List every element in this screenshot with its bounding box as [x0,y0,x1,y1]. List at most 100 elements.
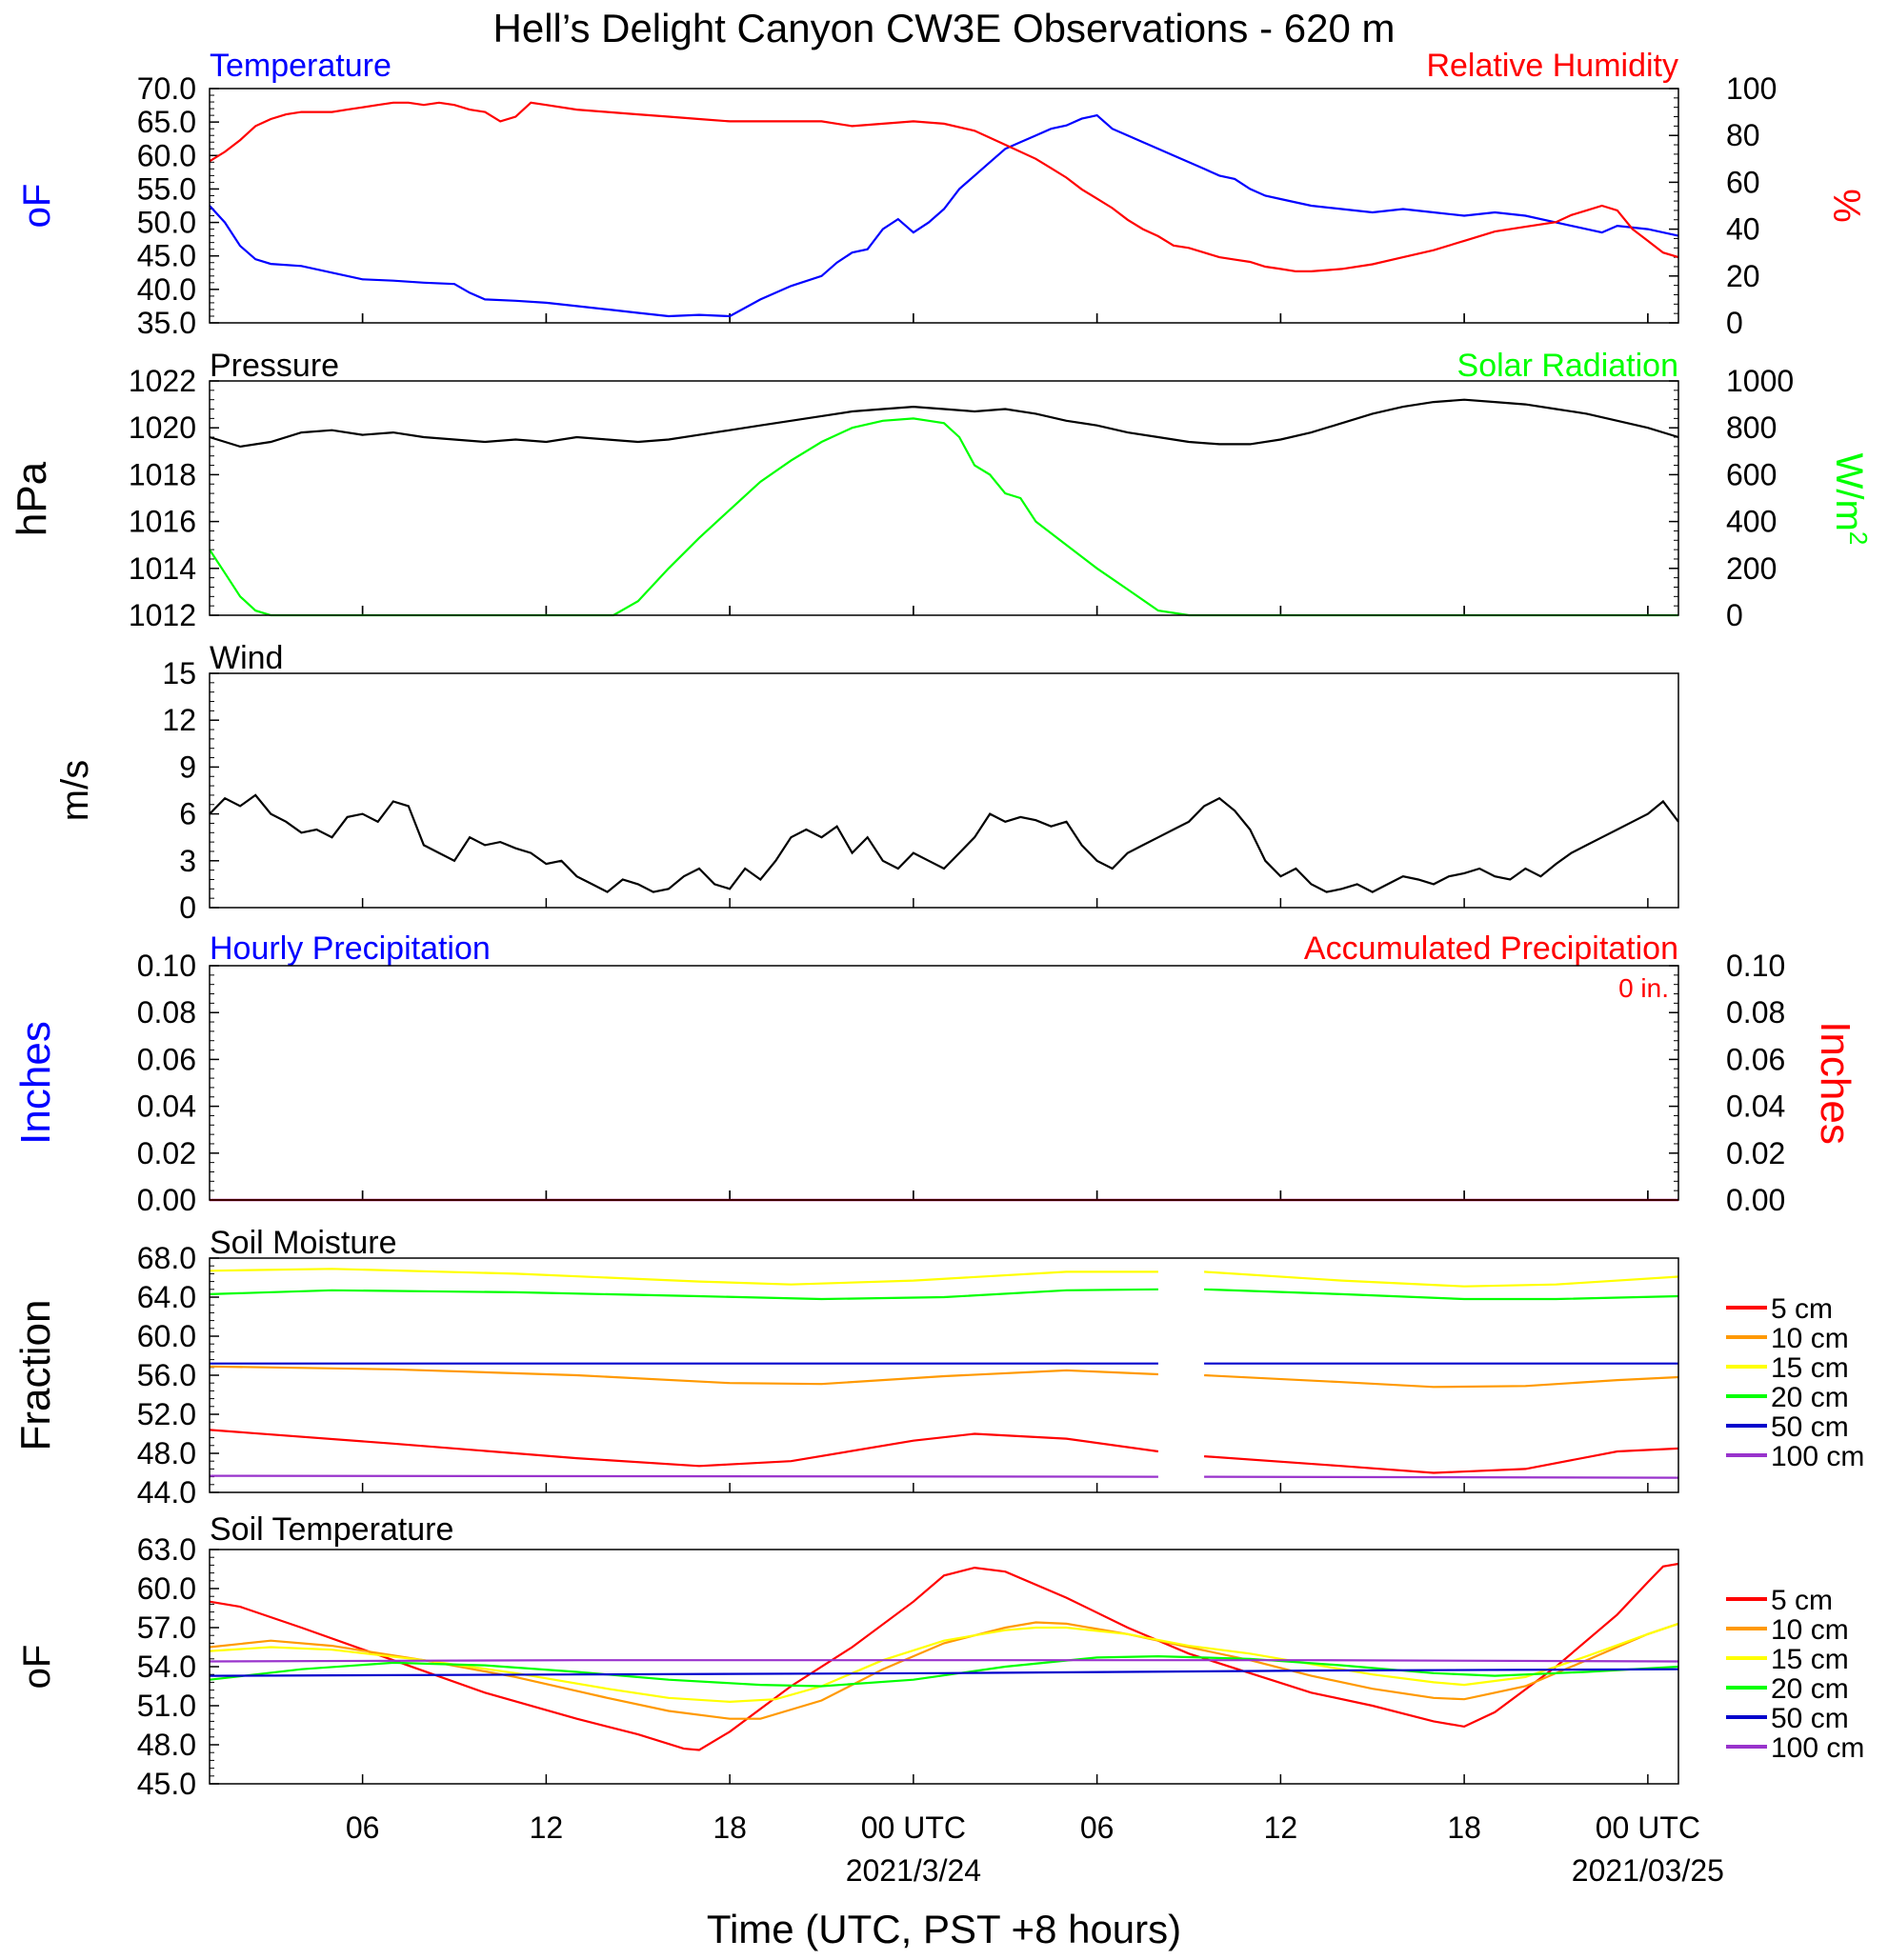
y2-tick-label: 0 [1726,598,1743,632]
x-tick-label: 18 [1447,1810,1481,1845]
x-axis-label: Time (UTC, PST +8 hours) [707,1907,1181,1951]
hourly-precip-axis-label: Inches [12,1021,59,1145]
series-line-wind [209,793,1679,893]
legend-label: 10 cm [1771,1614,1849,1646]
solar-axis-label: W/m2 [1828,453,1873,546]
y2-tick-label: 20 [1726,259,1760,293]
soil-moisture-title: Soil Moisture [210,1225,397,1261]
series-line-50-cm [209,1668,1679,1677]
panel-pressure-solar: Pressure Solar Radiation hPa W/m2 1022 10… [9,348,1873,632]
legend-label: 50 cm [1771,1703,1849,1734]
y-tick-label: 57.0 [137,1610,196,1645]
soil-moisture-axis-label: Fraction [12,1300,59,1451]
y-tick-label: 0 [179,890,196,925]
y-tick-label: 48.0 [137,1436,196,1470]
y-tick-label: 0.08 [137,995,196,1030]
y-tick-label: 0.04 [137,1090,196,1124]
pressure-title: Pressure [210,348,339,384]
y2-tick-label: 100 [1726,71,1777,106]
series-line-5-cm [209,1562,1679,1751]
rh-axis-label: % [1825,189,1867,223]
legend-label: 50 cm [1771,1411,1849,1443]
y2-tick-label: 40 [1726,212,1760,247]
y-tick-label: 15 [162,656,196,690]
y-tick-label: 54.0 [137,1650,196,1684]
x-date-label: 2021/03/25 [1572,1853,1724,1888]
precip-total-label: 0 in. [1618,973,1669,1003]
y-tick-label: 68.0 [137,1241,196,1275]
series-line-solar-radiation [209,417,1678,617]
legend-label: 15 cm [1771,1644,1849,1675]
y-tick-label: 51.0 [137,1689,196,1723]
x-tick-label: 00 UTC [861,1810,966,1845]
x-tick-label: 12 [530,1810,564,1845]
y-tick-label: 56.0 [137,1358,196,1392]
series-line-relative-humidity [209,101,1679,272]
temperature-axis-label: oF [16,184,58,229]
y2-tick-label: 0 [1726,306,1743,340]
panel-wind: Wind m/s 15 12 9 6 3 0 [54,640,1679,925]
y-tick-label: 1016 [129,505,196,539]
legend-label: 10 cm [1771,1323,1849,1354]
panel-precipitation: Hourly Precipitation Accumulated Precipi… [12,930,1858,1217]
relative-humidity-title: Relative Humidity [1426,48,1678,84]
y-tick-label: 64.0 [137,1280,196,1314]
y2-tick-label: 0.04 [1726,1090,1785,1124]
temperature-title: Temperature [210,48,392,84]
y-tick-label: 48.0 [137,1728,196,1762]
accumulated-precip-title: Accumulated Precipitation [1304,930,1678,967]
series-line-10-cm [209,1365,1158,1386]
y-tick-label: 0.06 [137,1042,196,1076]
panel-temperature-rh: Temperature Relative Humidity oF % 70.06… [16,48,1867,340]
y-tick-label: 35.0 [137,306,196,340]
y2-tick-label: 400 [1726,505,1777,539]
y-tick-label: 52.0 [137,1397,196,1431]
x-tick-label: 00 UTC [1596,1810,1700,1845]
series-line-100-cm [209,1474,1158,1478]
y2-tick-label: 0.02 [1726,1136,1785,1170]
x-axis: 06 12 18 00 UTC 06 12 18 00 UTC 2021/3/24 2021/03… [346,1810,1724,1888]
accum-precip-axis-label: Inches [1812,1021,1858,1145]
y-tick-label: 1012 [129,598,196,632]
y-tick-label: 60.0 [137,1571,196,1606]
y-tick-label: 60.0 [137,1319,196,1353]
hourly-precip-title: Hourly Precipitation [210,930,491,967]
y-tick-label: 12 [162,703,196,737]
y-tick-label: 6 [179,797,196,831]
pressure-axis-label: hPa [9,461,55,536]
soil-temperature-axis-label: oF [16,1645,58,1690]
y-tick-label: 1018 [129,457,196,491]
legend-label: 5 cm [1771,1585,1833,1616]
chart-title: Hell’s Delight Canyon CW3E Observations … [493,6,1396,50]
series-line-pressure [209,398,1679,449]
y-tick-label: 45.0 [137,1767,196,1801]
series-line-10-cm [1204,1373,1679,1389]
legend-label: 15 cm [1771,1352,1849,1384]
y-tick-label: 1020 [129,410,196,445]
legend-label: 20 cm [1771,1382,1849,1413]
legend-label: 20 cm [1771,1673,1849,1705]
x-tick-label: 06 [1080,1810,1115,1845]
x-tick-label: 06 [346,1810,380,1845]
panel-soil-moisture: Soil Moisture Fraction 68.0 64.0 60.0 56.0 5… [12,1225,1864,1510]
y-tick-label: 1014 [129,551,196,586]
wind-axis-label: m/s [54,760,96,821]
y-tick-label: 3 [179,844,196,878]
x-tick-label: 18 [713,1810,747,1845]
y-tick-label: 1022 [129,364,196,398]
series-line-15-cm [209,1622,1679,1704]
y2-tick-label: 600 [1726,457,1777,491]
series-line-100-cm [209,1659,1679,1663]
y-tick-label: 0.00 [137,1183,196,1217]
y-tick-label: 55.0 [137,171,196,206]
y2-tick-label: 0.10 [1726,949,1785,983]
y-tick-label: 70.0 [137,71,196,106]
y2-tick-label: 800 [1726,410,1777,445]
legend-label: 100 cm [1771,1441,1864,1472]
y2-tick-label: 0.06 [1726,1042,1785,1076]
y-tick-label: 40.0 [137,272,196,307]
series-line-15-cm [1204,1270,1679,1288]
